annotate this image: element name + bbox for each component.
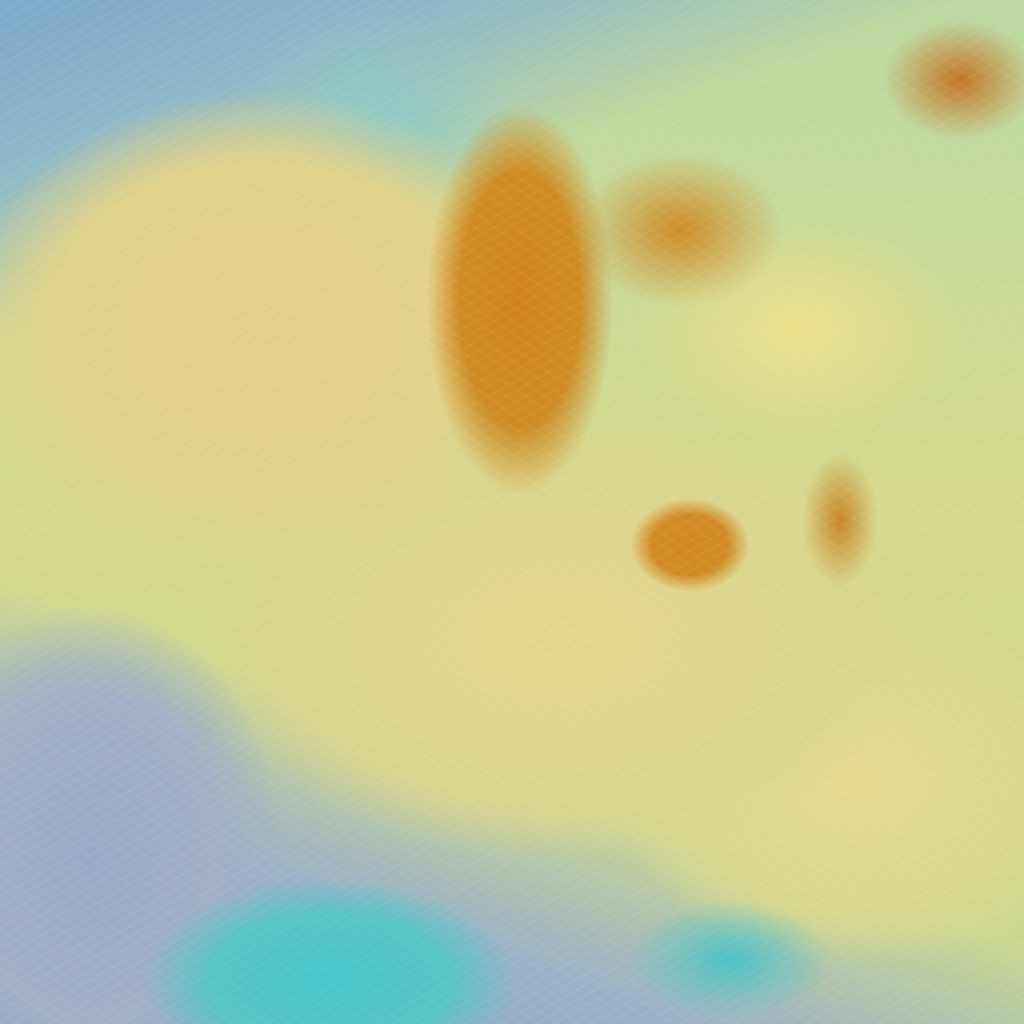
sea-and-land-region: [0, 0, 1024, 1024]
cloud-texture: [0, 0, 1024, 1024]
satellite-image: [0, 0, 1024, 1024]
